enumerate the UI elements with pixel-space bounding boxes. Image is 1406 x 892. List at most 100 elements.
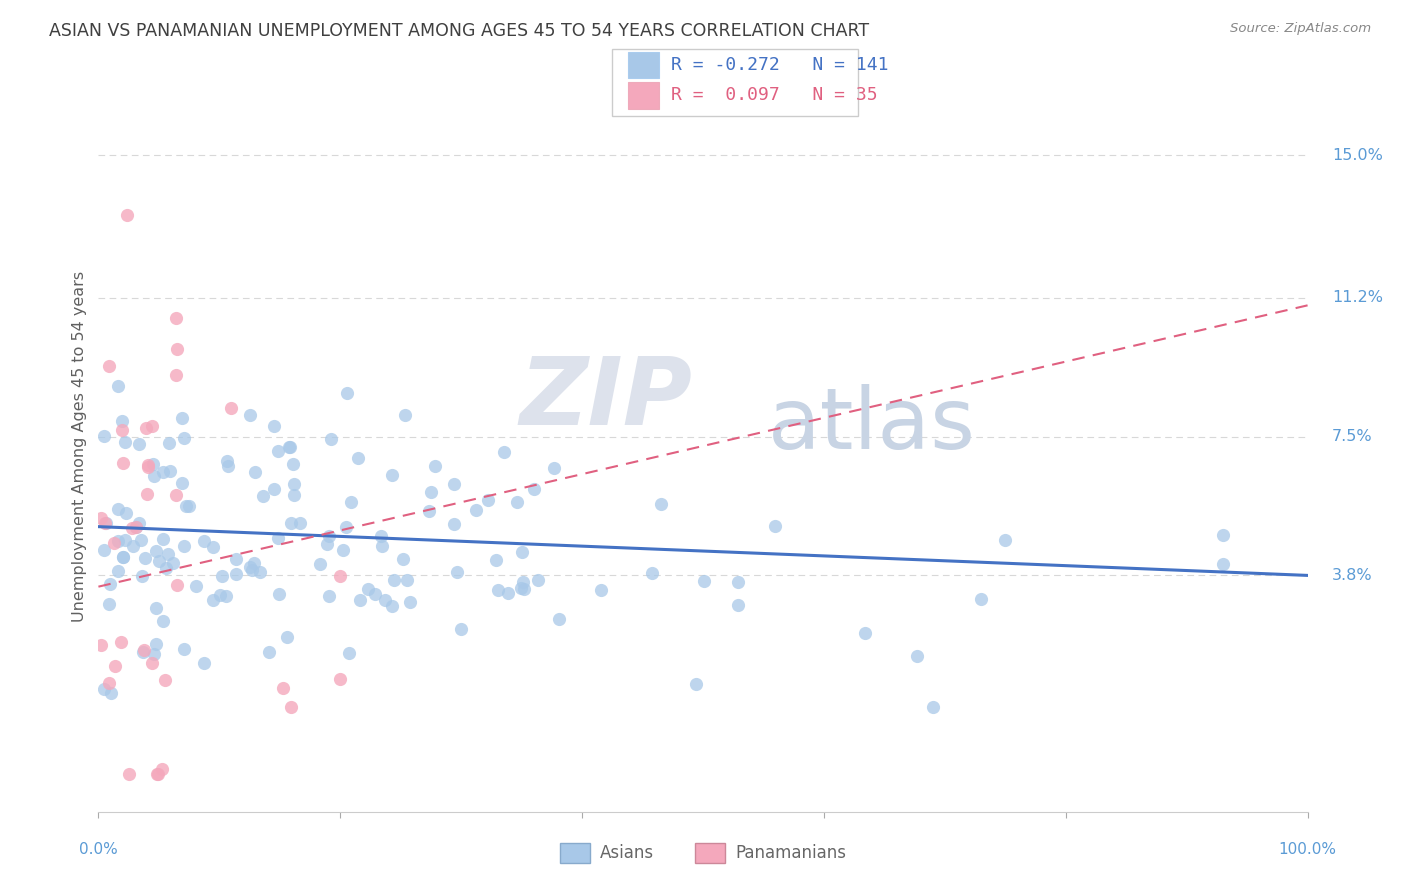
Point (225, 566, 247, 581)
Point (128, 516, 150, 531)
Point (174, 499, 197, 513)
Point (477, 493, 499, 508)
Point (319, 432, 342, 446)
Point (217, 458, 239, 473)
Point (423, 459, 446, 474)
Point (111, 423, 134, 437)
Text: 100.0%: 100.0% (1278, 842, 1337, 856)
Point (994, 533, 1017, 548)
Point (267, 444, 290, 458)
Point (509, 582, 531, 596)
Point (243, 466, 266, 480)
Point (152, 465, 174, 479)
Point (132, 645, 155, 659)
Point (543, 461, 565, 475)
Point (335, 520, 357, 534)
Point (527, 573, 550, 587)
Point (243, 556, 266, 570)
Point (132, 643, 155, 657)
Point (111, 549, 134, 564)
Point (93, 429, 115, 443)
Point (112, 549, 135, 564)
Point (125, 520, 148, 534)
Point (283, 476, 305, 491)
Point (219, 401, 242, 415)
Point (277, 441, 299, 455)
Point (271, 681, 294, 695)
Point (110, 635, 132, 649)
Point (765, 519, 787, 533)
Point (136, 487, 159, 501)
Point (155, 561, 177, 575)
Point (173, 539, 195, 553)
Point (283, 488, 305, 502)
Point (114, 434, 136, 449)
Point (276, 630, 298, 644)
Point (1212, 528, 1234, 542)
Point (280, 516, 302, 530)
Point (371, 540, 394, 554)
Point (395, 573, 418, 587)
Point (107, 502, 129, 516)
Point (693, 574, 716, 588)
Point (249, 565, 271, 579)
Point (215, 589, 238, 603)
Point (93, 542, 115, 557)
Point (494, 445, 516, 459)
Point (685, 677, 707, 691)
Point (340, 495, 363, 509)
Point (156, 548, 179, 562)
Point (141, 418, 163, 433)
Point (318, 589, 340, 603)
Point (332, 543, 354, 558)
Point (104, 658, 127, 673)
Point (107, 564, 129, 578)
Point (329, 672, 352, 686)
Point (177, 499, 200, 513)
Point (1212, 557, 1234, 571)
Point (107, 534, 129, 549)
Point (318, 529, 340, 543)
Text: ZIP: ZIP (520, 353, 693, 445)
Point (364, 587, 387, 601)
Point (142, 647, 165, 661)
Point (142, 457, 165, 471)
Point (329, 568, 352, 582)
Point (443, 477, 465, 491)
Point (589, 583, 612, 598)
Point (173, 641, 195, 656)
Y-axis label: Unemployment Among Ages 45 to 54 years: Unemployment Among Ages 45 to 54 years (72, 270, 87, 622)
Point (225, 551, 247, 566)
Point (510, 545, 533, 559)
Point (263, 482, 285, 496)
Point (349, 592, 371, 607)
Point (97, 597, 120, 611)
Point (399, 594, 422, 608)
Point (134, 551, 156, 566)
Point (184, 579, 207, 593)
Point (94, 516, 117, 530)
Point (202, 593, 225, 607)
Point (263, 419, 285, 434)
Point (346, 450, 368, 465)
Point (905, 648, 928, 663)
Point (505, 495, 527, 509)
Point (97, 359, 120, 373)
Point (335, 386, 357, 401)
Point (145, 543, 167, 558)
Point (103, 536, 125, 550)
Point (115, 208, 138, 222)
Point (111, 414, 134, 428)
Point (465, 502, 488, 516)
Point (129, 533, 152, 547)
Point (853, 626, 876, 640)
Point (146, 767, 169, 781)
Point (114, 533, 136, 547)
Point (211, 568, 233, 582)
Point (150, 762, 173, 776)
Point (337, 646, 360, 660)
Point (125, 520, 148, 534)
Point (162, 556, 184, 570)
Point (418, 504, 440, 518)
Point (215, 454, 238, 468)
